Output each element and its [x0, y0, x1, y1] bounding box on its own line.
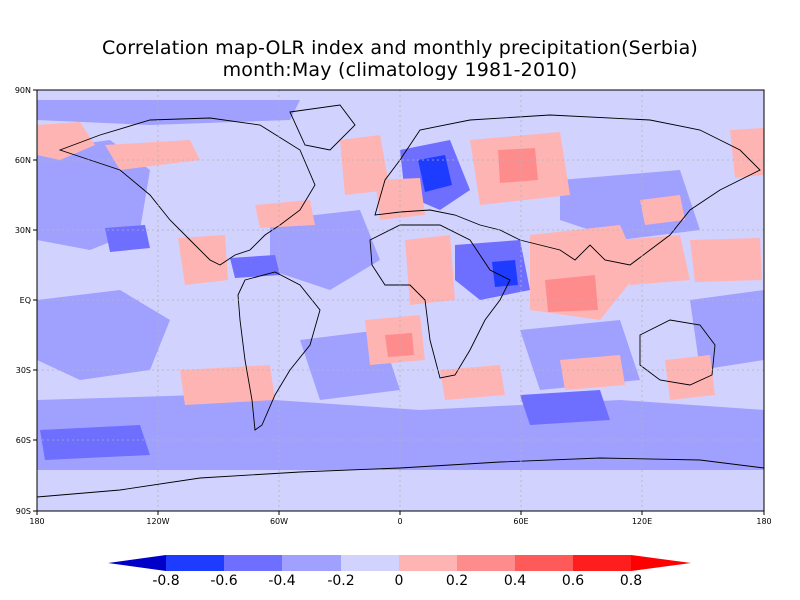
pos-region-mexico	[178, 235, 228, 285]
pos-region-australia	[665, 355, 715, 400]
coast-australia	[639, 319, 716, 386]
neg-max-horn-of-africa	[492, 260, 518, 287]
colorbar-label: -0.6	[210, 573, 237, 589]
neg-strong-southern-ocean	[40, 425, 150, 460]
pos-region-north-africa	[405, 235, 455, 305]
coast-south-america	[237, 271, 321, 431]
lat-label-60s: 60S	[16, 436, 31, 445]
pos-strong-siberia	[498, 148, 538, 183]
coast-greenland	[289, 104, 356, 151]
neg-region-arctic	[37, 100, 300, 125]
colorbar-label: -0.8	[152, 573, 179, 589]
lon-label-180-left: 180	[29, 517, 44, 526]
pos-region-south-pacific	[180, 365, 275, 405]
map-title-line1: Correlation map-OLR index and monthly pr…	[101, 37, 699, 59]
lat-label-30s: 30S	[16, 366, 31, 375]
lat-label-90n: 90N	[15, 86, 31, 95]
colorbar	[108, 555, 691, 571]
neg-region-central-pacific	[37, 290, 170, 380]
axis-ticks	[33, 89, 765, 515]
coast-antarctica	[37, 457, 764, 498]
pos-region-east-pacific	[690, 238, 762, 282]
colorbar-label: 0.6	[562, 573, 584, 589]
neg-strong-north-pacific	[105, 225, 150, 252]
colorbar-label: -0.2	[327, 573, 354, 589]
grid-lines	[37, 90, 764, 511]
neg-region-west-pacific	[690, 290, 764, 370]
colorbar-segment-8	[573, 555, 631, 571]
pos-strong-south-atlantic	[385, 333, 414, 357]
coast-africa	[369, 224, 511, 379]
pos-strong-india-ocean	[545, 275, 598, 312]
colorbar-segment-4	[341, 555, 399, 571]
pos-region-south-indian	[560, 355, 625, 390]
lon-label-0: 0	[397, 517, 402, 526]
lon-label-180-right: 180	[756, 517, 771, 526]
neg-strong-south-indian	[520, 390, 610, 425]
pos-region-se-asia	[620, 235, 690, 285]
colorbar-segment-1	[166, 555, 224, 571]
colorbar-label: -0.4	[268, 573, 295, 589]
lon-label-120w: 120W	[146, 517, 169, 526]
lat-label-90s: 90S	[16, 507, 31, 516]
coastlines	[37, 104, 764, 498]
lat-label-30n: 30N	[15, 226, 31, 235]
colorbar-label: 0.8	[620, 573, 642, 589]
colorbar-segment-5	[399, 555, 457, 571]
lon-label-120e: 120E	[632, 517, 652, 526]
pos-region-europe	[375, 178, 425, 220]
pos-region-alaska	[37, 122, 95, 160]
neg-max-scandinavia	[418, 155, 452, 192]
colorbar-segment-7	[515, 555, 573, 571]
lon-label-60w: 60W	[270, 517, 288, 526]
pos-region-us	[255, 200, 315, 228]
lat-label-eq: EQ	[20, 296, 31, 305]
colorbar-segment-2	[224, 555, 282, 571]
lat-label-60n: 60N	[15, 156, 31, 165]
map-title-line2: month:May (climatology 1981-2010)	[222, 59, 578, 81]
colorbar-segment-0	[108, 555, 166, 571]
pos-region-japan	[640, 195, 685, 225]
lon-label-60e: 60E	[513, 517, 528, 526]
pos-region-north-pacific	[105, 140, 200, 170]
correlation-field	[37, 100, 764, 470]
colorbar-segment-6	[457, 555, 515, 571]
colorbar-segment-9	[631, 555, 691, 571]
colorbar-label: 0.4	[504, 573, 526, 589]
coast-north-america	[58, 117, 316, 266]
colorbar-label: 0.2	[446, 573, 468, 589]
neg-strong-caribbean	[230, 255, 280, 278]
coast-eurasia	[374, 114, 761, 266]
colorbar-label: 0	[395, 573, 404, 589]
colorbar-segment-3	[282, 555, 341, 571]
